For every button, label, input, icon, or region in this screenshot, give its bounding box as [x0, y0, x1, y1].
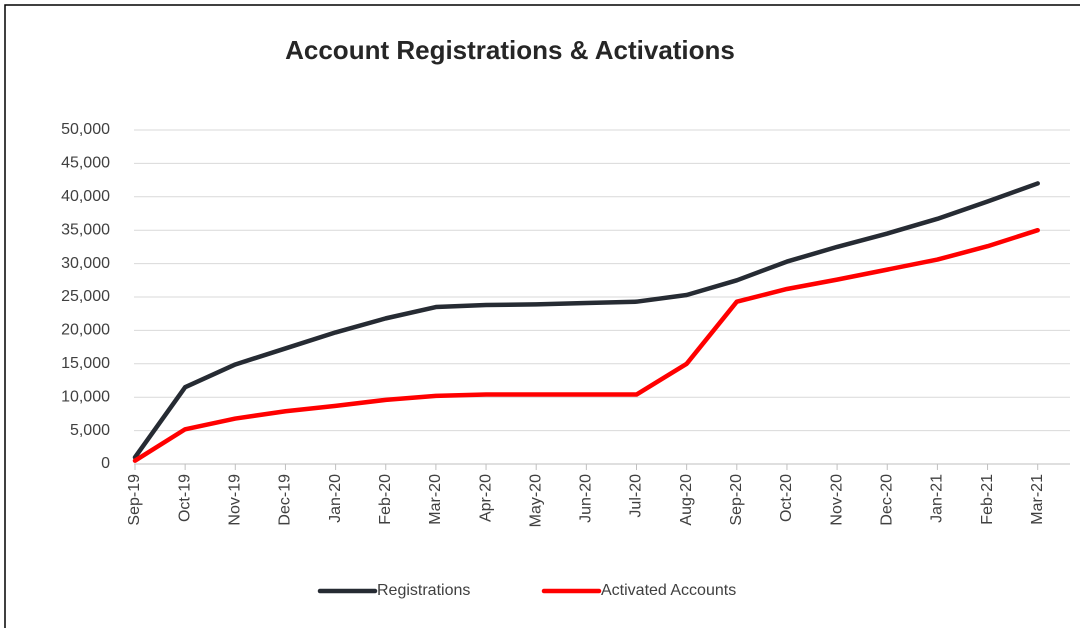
x-tick-label: Jan-20: [327, 474, 344, 523]
y-tick-label: 5,000: [70, 422, 110, 439]
x-tick-label: Jan-21: [929, 474, 946, 523]
y-tick-label: 35,000: [61, 221, 110, 238]
x-tick-label: Feb-20: [377, 474, 394, 525]
x-tick-label: May-20: [527, 474, 544, 527]
x-tick-label: Sep-19: [126, 474, 143, 526]
y-tick-label: 45,000: [61, 155, 110, 172]
x-tick-label: Oct-20: [778, 474, 795, 522]
y-tick-label: 20,000: [61, 322, 110, 339]
y-tick-label: 50,000: [61, 121, 110, 138]
legend-label: Registrations: [377, 582, 470, 599]
x-tick-label: Nov-20: [828, 474, 845, 526]
x-tick-label: Jun-20: [578, 474, 595, 523]
y-tick-label: 15,000: [61, 355, 110, 372]
x-tick-label: Dec-19: [277, 474, 294, 526]
x-tick-label: Mar-21: [1029, 474, 1046, 525]
line-series: [132, 227, 1040, 463]
line-series: [132, 181, 1040, 460]
y-tick-label: 25,000: [61, 288, 110, 305]
x-tick-label: Apr-20: [477, 474, 494, 522]
y-tick-label: 30,000: [61, 255, 110, 272]
legend-label: Activated Accounts: [601, 582, 736, 599]
x-tick-label: Sep-20: [728, 474, 745, 526]
y-tick-label: 10,000: [61, 388, 110, 405]
x-tick-label: Jul-20: [628, 474, 645, 518]
x-tick-label: Oct-19: [176, 474, 193, 522]
chart-border: [4, 4, 1080, 628]
x-tick-label: Mar-20: [427, 474, 444, 525]
chart-title: Account Registrations & Activations: [285, 35, 735, 65]
y-tick-label: 0: [101, 455, 110, 472]
x-tick-label: Dec-20: [878, 474, 895, 526]
x-tick-label: Aug-20: [678, 474, 695, 526]
x-tick-label: Feb-21: [979, 474, 996, 525]
y-tick-label: 40,000: [61, 188, 110, 205]
x-tick-label: Nov-19: [227, 474, 244, 526]
